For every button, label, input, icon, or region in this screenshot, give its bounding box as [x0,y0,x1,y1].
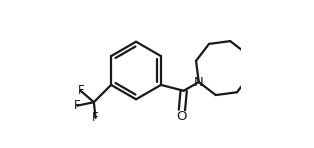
Text: O: O [177,110,187,123]
Text: F: F [78,84,84,97]
Text: F: F [74,99,81,112]
Text: F: F [92,111,99,124]
Text: N: N [194,76,204,89]
